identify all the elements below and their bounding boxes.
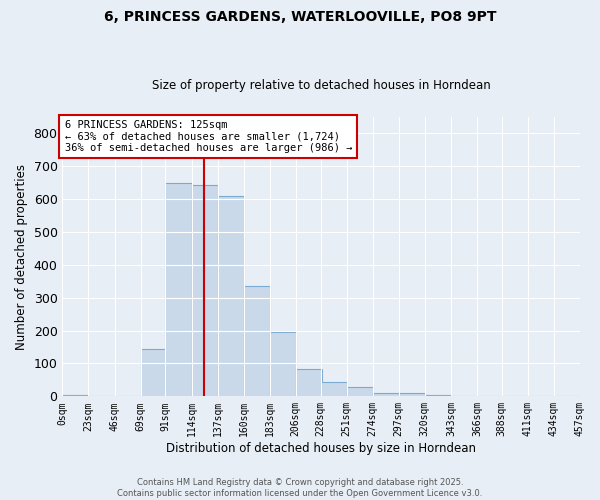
Text: 6 PRINCESS GARDENS: 125sqm
← 63% of detached houses are smaller (1,724)
36% of s: 6 PRINCESS GARDENS: 125sqm ← 63% of deta…: [65, 120, 352, 154]
Bar: [191, 185, 218, 396]
Bar: [399, 393, 425, 396]
Bar: [347, 388, 373, 396]
X-axis label: Distribution of detached houses by size in Horndean: Distribution of detached houses by size …: [166, 442, 476, 455]
Bar: [320, 382, 347, 396]
Text: Contains HM Land Registry data © Crown copyright and database right 2025.
Contai: Contains HM Land Registry data © Crown c…: [118, 478, 482, 498]
Bar: [373, 393, 399, 396]
Title: Size of property relative to detached houses in Horndean: Size of property relative to detached ho…: [152, 79, 491, 92]
Bar: [296, 369, 322, 396]
Bar: [269, 332, 296, 396]
Bar: [244, 286, 269, 397]
Y-axis label: Number of detached properties: Number of detached properties: [15, 164, 28, 350]
Bar: [62, 394, 88, 396]
Text: 6, PRINCESS GARDENS, WATERLOOVILLE, PO8 9PT: 6, PRINCESS GARDENS, WATERLOOVILLE, PO8 …: [104, 10, 496, 24]
Bar: [218, 196, 244, 396]
Bar: [140, 348, 167, 397]
Bar: [425, 394, 451, 396]
Bar: [166, 183, 191, 396]
